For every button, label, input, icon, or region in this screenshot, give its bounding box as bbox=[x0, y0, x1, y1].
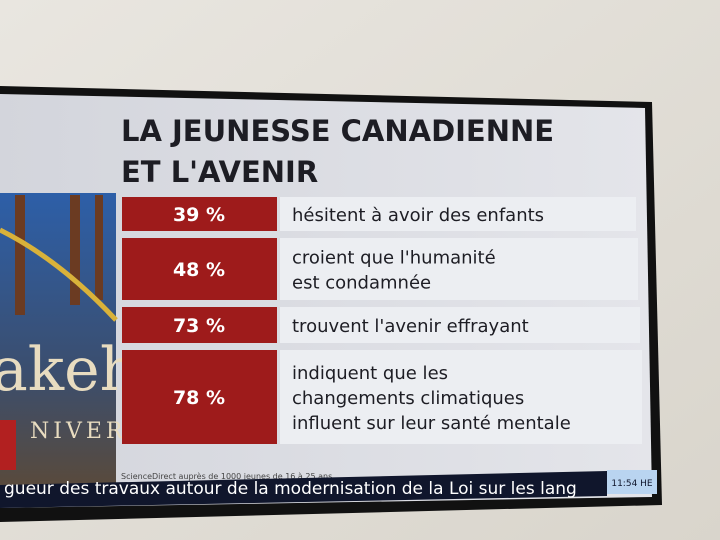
photo-pillar bbox=[15, 195, 25, 315]
rows: 39 % hésitent à avoir des enfants 48 % croi… bbox=[122, 197, 642, 444]
row-text: est condamnée bbox=[292, 273, 431, 294]
ticker-bar bbox=[0, 471, 607, 508]
percent-box bbox=[122, 307, 277, 343]
text-box bbox=[280, 307, 640, 343]
ticker-time: 11:54 HE bbox=[611, 479, 653, 489]
text-box bbox=[280, 197, 636, 231]
row-text: indiquent que les bbox=[292, 363, 448, 384]
ticker-text: gueur des travaux autour de la modernisa… bbox=[4, 479, 577, 499]
text-box bbox=[280, 350, 642, 444]
percent-box bbox=[122, 350, 277, 444]
title-line: ET L'AVENIR bbox=[121, 155, 318, 189]
row-text: influent sur leur santé mentale bbox=[292, 413, 571, 434]
percent-box bbox=[122, 197, 277, 231]
title-line: LA JEUNESSE CANADIENNE bbox=[121, 114, 554, 148]
source: ScienceDirect auprès de 1000 jeunes de 1… bbox=[121, 471, 332, 481]
text-box bbox=[280, 238, 638, 300]
percent: 78 % bbox=[173, 387, 225, 409]
percent: 39 % bbox=[173, 204, 225, 226]
time-box bbox=[607, 470, 657, 494]
photo-rail bbox=[0, 227, 118, 322]
photo-pillar bbox=[95, 195, 103, 300]
percent: 48 % bbox=[173, 259, 225, 281]
row-text: hésitent à avoir des enfants bbox=[292, 205, 544, 226]
row-text: changements climatiques bbox=[292, 388, 524, 409]
row-text: trouvent l'avenir effrayant bbox=[292, 316, 529, 337]
percent: 73 % bbox=[173, 315, 225, 337]
percent-box bbox=[122, 238, 277, 300]
row-text: croient que l'humanité bbox=[292, 248, 496, 269]
photo-pillar bbox=[70, 195, 80, 305]
photo-badge bbox=[0, 420, 16, 470]
